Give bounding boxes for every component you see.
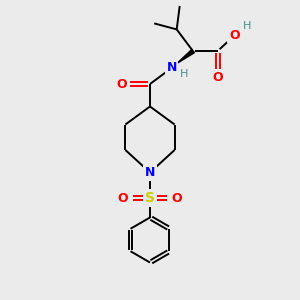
Text: H: H (180, 69, 188, 79)
Text: O: O (172, 191, 182, 205)
Text: H: H (243, 21, 251, 32)
Polygon shape (177, 49, 194, 64)
Text: O: O (229, 29, 240, 42)
Text: N: N (145, 166, 155, 179)
Text: N: N (167, 61, 177, 74)
Text: O: O (118, 191, 128, 205)
Text: O: O (117, 77, 128, 91)
Text: S: S (145, 191, 155, 205)
Text: O: O (212, 70, 223, 84)
